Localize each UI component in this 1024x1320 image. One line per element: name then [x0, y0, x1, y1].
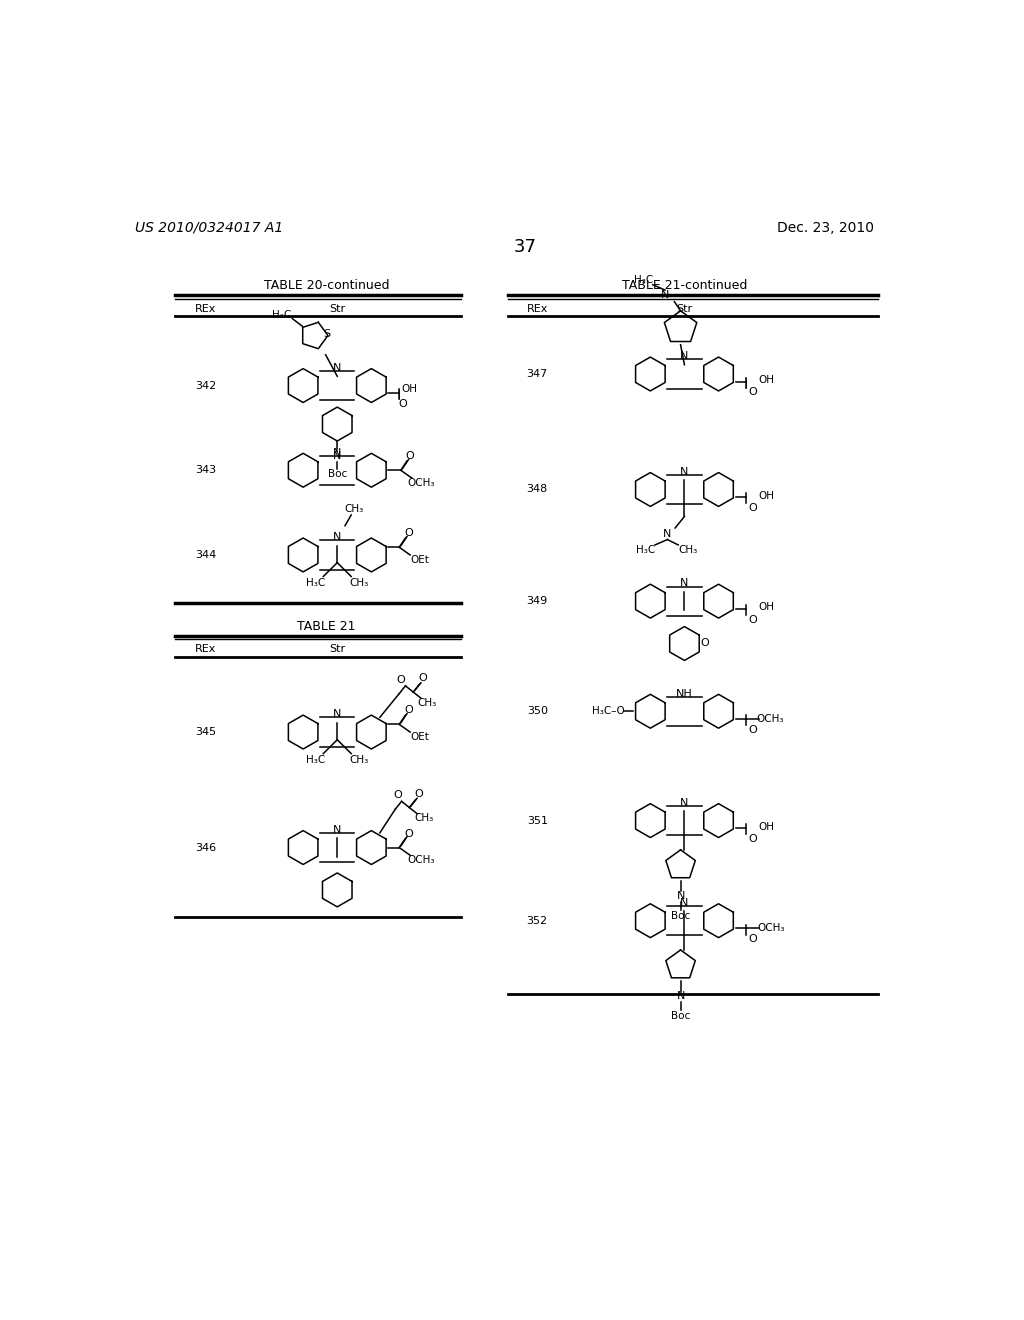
- Text: N: N: [664, 529, 672, 539]
- Text: CH₃: CH₃: [349, 578, 369, 587]
- Text: N: N: [333, 825, 341, 834]
- Text: TABLE 21: TABLE 21: [297, 620, 355, 634]
- Text: O: O: [396, 675, 406, 685]
- Text: 352: 352: [526, 916, 548, 925]
- Text: H₃C: H₃C: [634, 275, 653, 285]
- Text: N: N: [660, 290, 670, 301]
- Text: O: O: [700, 639, 709, 648]
- Text: Str: Str: [677, 304, 692, 314]
- Text: OH: OH: [759, 375, 775, 385]
- Text: N: N: [333, 532, 341, 543]
- Text: OH: OH: [759, 822, 775, 832]
- Text: 349: 349: [526, 597, 548, 606]
- Text: CH₃: CH₃: [349, 755, 369, 764]
- Text: OCH₃: OCH₃: [756, 714, 783, 723]
- Text: N: N: [680, 898, 688, 908]
- Text: TABLE 20-continued: TABLE 20-continued: [263, 279, 389, 292]
- Text: CH₃: CH₃: [418, 698, 437, 708]
- Text: 348: 348: [526, 484, 548, 495]
- Text: N: N: [333, 447, 341, 458]
- Text: O: O: [749, 935, 757, 944]
- Text: O: O: [749, 503, 757, 513]
- Text: O: O: [749, 615, 757, 624]
- Text: Boc: Boc: [671, 911, 690, 921]
- Text: N: N: [680, 797, 688, 808]
- Text: OEt: OEt: [410, 554, 429, 565]
- Text: Boc: Boc: [328, 469, 347, 479]
- Text: 350: 350: [526, 706, 548, 717]
- Text: H₃C: H₃C: [636, 545, 655, 554]
- Text: O: O: [404, 451, 414, 462]
- Text: S: S: [323, 329, 330, 339]
- Text: O: O: [404, 829, 413, 838]
- Text: Str: Str: [329, 304, 345, 314]
- Text: N: N: [333, 363, 341, 372]
- Text: OEt: OEt: [410, 731, 429, 742]
- Text: Dec. 23, 2010: Dec. 23, 2010: [777, 220, 874, 235]
- Text: TABLE 21-continued: TABLE 21-continued: [622, 279, 748, 292]
- Text: O: O: [418, 673, 427, 684]
- Text: N: N: [333, 709, 341, 719]
- Text: REx: REx: [195, 304, 216, 314]
- Text: 342: 342: [195, 380, 216, 391]
- Text: H₃C: H₃C: [306, 755, 326, 764]
- Text: H₃C: H₃C: [271, 310, 291, 321]
- Text: CH₃: CH₃: [415, 813, 434, 824]
- Text: NH: NH: [676, 689, 693, 698]
- Text: O: O: [749, 834, 757, 843]
- Text: 346: 346: [195, 842, 216, 853]
- Text: OH: OH: [759, 491, 775, 500]
- Text: O: O: [749, 388, 757, 397]
- Text: O: O: [749, 725, 757, 735]
- Text: 351: 351: [526, 816, 548, 825]
- Text: Boc: Boc: [671, 1011, 690, 1022]
- Text: H₃C: H₃C: [306, 578, 326, 587]
- Text: O: O: [415, 788, 423, 799]
- Text: 345: 345: [195, 727, 216, 737]
- Text: O: O: [404, 705, 413, 715]
- Text: O: O: [404, 528, 413, 539]
- Text: O: O: [393, 791, 402, 800]
- Text: N: N: [680, 351, 688, 362]
- Text: Str: Str: [329, 644, 345, 653]
- Text: OCH₃: OCH₃: [758, 924, 785, 933]
- Text: 347: 347: [526, 370, 548, 379]
- Text: 343: 343: [195, 465, 216, 475]
- Text: N: N: [680, 578, 688, 589]
- Text: CH₃: CH₃: [678, 545, 697, 554]
- Text: REx: REx: [526, 304, 548, 314]
- Text: CH₃: CH₃: [345, 504, 364, 513]
- Text: N: N: [677, 891, 685, 902]
- Text: OCH₃: OCH₃: [408, 855, 435, 865]
- Text: OH: OH: [759, 602, 775, 612]
- Text: O: O: [398, 399, 408, 409]
- Text: US 2010/0324017 A1: US 2010/0324017 A1: [135, 220, 284, 235]
- Text: N: N: [680, 467, 688, 477]
- Text: 344: 344: [195, 550, 216, 560]
- Text: N: N: [677, 991, 685, 1001]
- Text: REx: REx: [195, 644, 216, 653]
- Text: H₃C–O: H₃C–O: [592, 706, 625, 717]
- Text: 37: 37: [513, 238, 537, 256]
- Text: OCH₃: OCH₃: [408, 478, 435, 487]
- Text: N: N: [333, 451, 341, 462]
- Text: OH: OH: [401, 384, 418, 395]
